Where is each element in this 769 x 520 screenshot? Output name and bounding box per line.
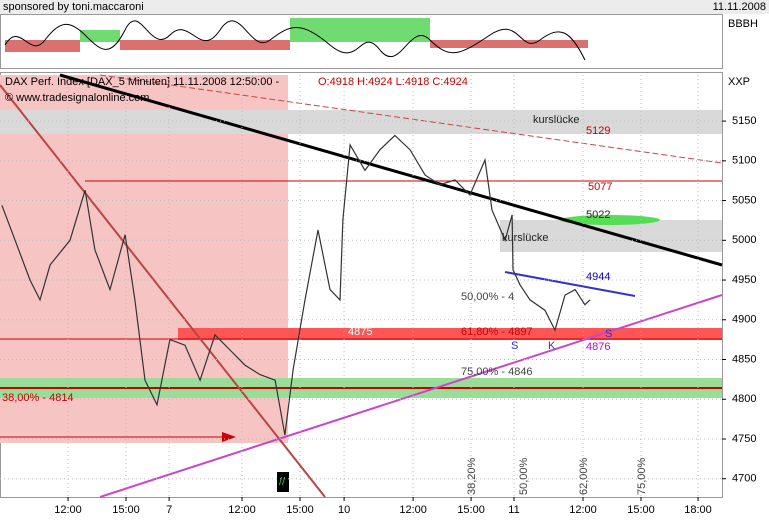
annotation: // <box>279 476 286 488</box>
x-tick-label: 18:00 <box>684 504 712 516</box>
x-tick-label: 15:00 <box>627 504 655 516</box>
y-tick-label: 5100 <box>732 155 756 167</box>
y-tick-label: 5150 <box>732 115 756 127</box>
annotation: S <box>605 328 612 340</box>
gap-zone <box>0 110 722 134</box>
annotation: kurslücke <box>502 232 548 244</box>
price-line <box>1 134 591 436</box>
annotation: 38,20% <box>466 457 478 495</box>
x-tick-label: 12:00 <box>228 504 256 516</box>
trend-line <box>0 84 326 498</box>
x-tick-label: 12:00 <box>399 504 427 516</box>
trend-line <box>59 73 723 267</box>
date: 11.11.2008 <box>713 1 766 13</box>
y-tick-label: 5050 <box>732 194 756 206</box>
annotation: 4875 <box>348 326 372 338</box>
y-tick-label: 4750 <box>732 433 756 445</box>
y-tick-label: 4850 <box>732 353 756 365</box>
indicator-histogram <box>5 18 588 52</box>
annotation: 5022 <box>586 209 610 221</box>
trend-line <box>99 74 723 164</box>
x-tick-label: 11 <box>508 504 519 516</box>
annotation: 50,00% - 4 <box>461 291 514 303</box>
x-tick-label: 10 <box>338 504 350 516</box>
x-tick-label: 15:00 <box>112 504 140 516</box>
annotation: K <box>548 340 556 352</box>
ohlc: O:4918 H:4924 L:4918 C:4924 <box>318 76 468 88</box>
resistance-zone <box>178 328 722 340</box>
marker <box>560 215 660 225</box>
x-tick-label: 7 <box>166 504 172 516</box>
x-tick-label: 12:00 <box>569 504 597 516</box>
annotation: 50,00% <box>518 457 530 495</box>
annotation: 75,00% <box>636 457 648 495</box>
sponsor: sponsored by toni.maccaroni <box>3 1 144 13</box>
y-tick-label: 4700 <box>732 473 756 485</box>
x-tick-label: 15:00 <box>286 504 314 516</box>
annotation: kurslücke <box>533 114 579 126</box>
annotation: 4876 <box>586 341 610 353</box>
gap-zone <box>500 220 722 252</box>
indicator-line <box>4 20 586 61</box>
annotation: 61,80% - 4897 <box>461 326 533 338</box>
scale-label: XXP <box>728 76 750 88</box>
indicator-label: BBBH <box>728 18 758 30</box>
credit: © www.tradesignalonline.com <box>5 92 149 104</box>
annotation: 75,00% - 4846 <box>461 366 533 378</box>
badge <box>277 472 289 492</box>
annotation: 5077 <box>588 181 612 193</box>
y-tick-label: 4900 <box>732 314 756 326</box>
chart-title: DAX Perf. Index [DAX_5 Minuten] 11.11.20… <box>5 76 279 88</box>
x-tick-label: 12:00 <box>54 504 82 516</box>
y-tick-label: 4950 <box>732 274 756 286</box>
annotation: 38,00% - 4814 <box>2 392 74 404</box>
annotation: S <box>511 340 518 352</box>
trend-line <box>99 294 723 498</box>
annotation: 4944 <box>586 271 610 283</box>
y-tick-label: 5000 <box>732 234 756 246</box>
trend-line <box>504 271 636 297</box>
arrow-head <box>222 432 236 442</box>
y-tick-label: 4800 <box>732 393 756 405</box>
annotation: 5129 <box>586 125 610 137</box>
top-bar <box>0 0 769 14</box>
annotation: 62,00% <box>578 457 590 495</box>
x-tick-label: 15:00 <box>457 504 485 516</box>
